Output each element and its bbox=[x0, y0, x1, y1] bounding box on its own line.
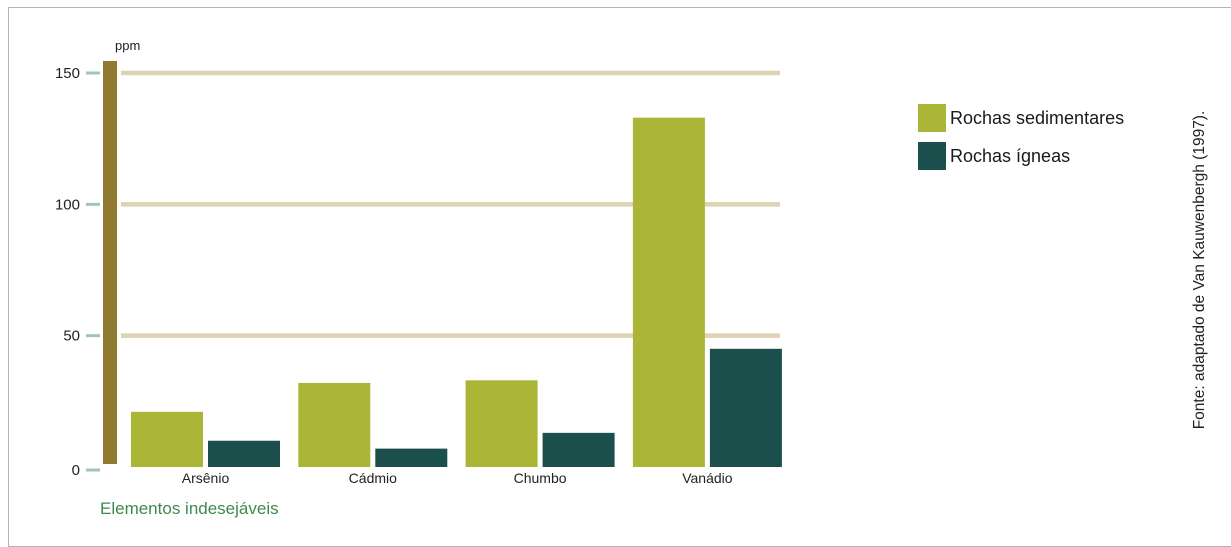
x-axis: Arsênio Cádmio Chumbo Vanádio bbox=[182, 470, 733, 486]
y-tick-label-0: 0 bbox=[72, 462, 80, 479]
bars bbox=[131, 117, 782, 468]
legend-item-sedimentares: Rochas sedimentares bbox=[918, 101, 1124, 135]
legend-swatch-igneas bbox=[918, 142, 946, 170]
y-tick-label-100: 100 bbox=[55, 196, 80, 213]
legend-swatch-sedimentares bbox=[918, 104, 946, 132]
bar-Chumbo-sedimentares bbox=[465, 380, 538, 467]
y-tick-mark-150 bbox=[86, 71, 100, 75]
y-tick-mark-50 bbox=[86, 334, 100, 338]
y-tick-mark-100 bbox=[86, 202, 100, 206]
x-tick-label-Chumbo: Chumbo bbox=[514, 470, 567, 486]
x-tick-label-Cádmio: Cádmio bbox=[349, 470, 397, 486]
y-tick-label-50: 50 bbox=[63, 328, 80, 345]
bar-Arsênio-igneas bbox=[208, 440, 280, 467]
bar-Arsênio-sedimentares bbox=[131, 411, 203, 467]
bar-Cádmio-igneas bbox=[375, 448, 448, 467]
legend-label-sedimentares: Rochas sedimentares bbox=[950, 107, 1125, 128]
bar-chart: 0 50 100 150 Arsênio Cádmio Chumbo Vanádio ppm… bbox=[55, 38, 782, 518]
bar-Cádmio-sedimentares bbox=[298, 382, 371, 467]
legend: Rochas sedimentares Rochas ígneas bbox=[918, 101, 1124, 177]
y-tick-mark-0 bbox=[86, 468, 100, 472]
y-axis-label: ppm bbox=[115, 38, 140, 53]
x-tick-label-Arsênio: Arsênio bbox=[182, 470, 230, 486]
bar-Vanádio-igneas bbox=[709, 348, 782, 467]
y-axis: 0 50 100 150 bbox=[55, 61, 117, 479]
legend-label-igneas: Rochas ígneas bbox=[950, 145, 1071, 166]
source-note: Fonte: adaptado de Van Kauwenbergh (1997… bbox=[1191, 110, 1208, 430]
x-axis-label: Elementos indesejáveis bbox=[100, 499, 279, 518]
legend-item-igneas: Rochas ígneas bbox=[918, 139, 1124, 173]
bar-Chumbo-igneas bbox=[542, 432, 615, 467]
x-tick-label-Vanádio: Vanádio bbox=[682, 470, 733, 486]
y-axis-bar bbox=[103, 61, 117, 464]
y-tick-label-150: 150 bbox=[55, 65, 80, 82]
bar-Vanádio-sedimentares bbox=[632, 117, 705, 468]
